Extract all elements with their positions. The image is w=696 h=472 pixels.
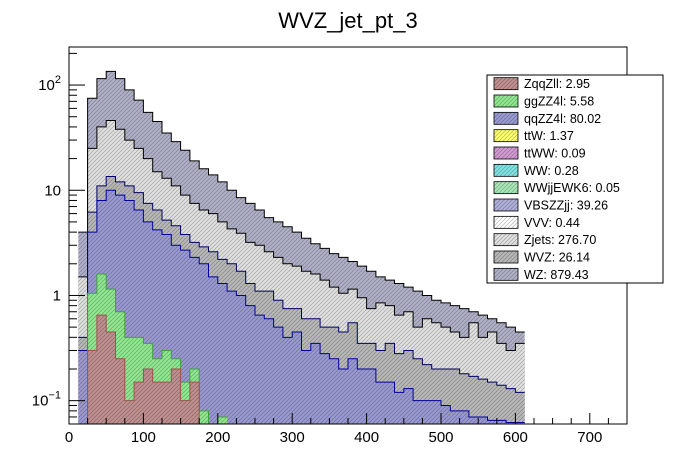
legend-entry: ggZZ4l: 5.58 [493,95,594,109]
legend-swatch-hatch [494,199,518,211]
legend-swatch-hatch [494,95,518,107]
series-outline [78,176,525,393]
legend-swatch-hatch [494,216,518,229]
legend-label: ttW: 1.37 [524,129,574,143]
legend-swatch-hatch [494,129,518,142]
legend-label: Zjets: 276.70 [524,233,596,247]
legend-swatch-hatch [494,77,518,90]
y-tick-label: 1 [53,287,61,304]
x-tick-label: 100 [131,429,156,446]
legend-entry: WVZ: 26.14 [493,251,590,265]
y-tick-label: 102 [38,74,61,94]
x-tick-label: 200 [205,429,230,446]
series-1 [78,314,209,425]
y-tick-label: 10−1 [32,390,61,410]
series-outline [78,120,525,351]
series-outline [78,70,525,333]
legend-entry: ttWW: 0.09 [493,147,586,161]
series-hatch [78,190,525,424]
legend-swatch-hatch [494,164,518,177]
legend: ZqqZll: 2.95 ggZZ4l: 5.58 qqZZ4l: 80.02 ttW… [486,74,664,284]
legend-label: VVV: 0.44 [524,216,580,230]
legend-label: WVZ: 26.14 [524,251,590,265]
legend-label: WWjjEWK6: 0.05 [524,181,620,195]
legend-entry: VVV: 0.44 [493,216,580,230]
legend-swatch-hatch [494,112,518,125]
series-layer [78,70,525,425]
legend-label: ggZZ4l: 5.58 [524,95,594,109]
legend-label: VBSZZjj: 39.26 [524,199,608,213]
legend-swatch-hatch [494,233,518,246]
legend-label: ttWW: 0.09 [524,147,586,161]
legend-entry: Zjets: 276.70 [493,233,596,247]
series-outline [78,189,525,424]
legend-entry: WW: 0.28 [493,164,579,178]
x-tick-label: 700 [577,429,602,446]
axis-layer: 0 100 200 300 400 500 600 700 102 10 1 10−1 [32,52,609,446]
x-tick-label: 400 [354,429,379,446]
legend-entry: VBSZZjj: 39.26 [493,199,608,213]
legend-swatch-hatch [494,251,518,263]
legend-entry: qqZZ4l: 80.02 [493,112,601,126]
legend-label: ZqqZll: 2.95 [524,77,590,91]
legend-box [486,74,664,284]
legend-entry: WZ: 879.43 [493,268,589,282]
x-tick-label: 600 [503,429,528,446]
chart-title: WVZ_jet_pt_3 [278,8,417,33]
x-tick-label: 0 [65,429,73,446]
legend-swatch-hatch [494,268,518,281]
legend-label: WW: 0.28 [524,164,579,178]
legend-swatch-hatch [494,181,518,194]
x-tick-label: 500 [428,429,453,446]
legend-entry: ttW: 1.37 [493,129,574,143]
legend-swatch-hatch [494,147,518,159]
y-tick-label: 10 [44,182,61,199]
legend-entry: ZqqZll: 2.95 [493,77,590,91]
series-outline [78,314,209,425]
legend-entry: WWjjEWK6: 0.05 [493,181,620,195]
series-3 [78,189,525,424]
x-tick-label: 300 [280,429,305,446]
legend-label: qqZZ4l: 80.02 [524,112,601,126]
legend-label: WZ: 879.43 [524,268,589,282]
